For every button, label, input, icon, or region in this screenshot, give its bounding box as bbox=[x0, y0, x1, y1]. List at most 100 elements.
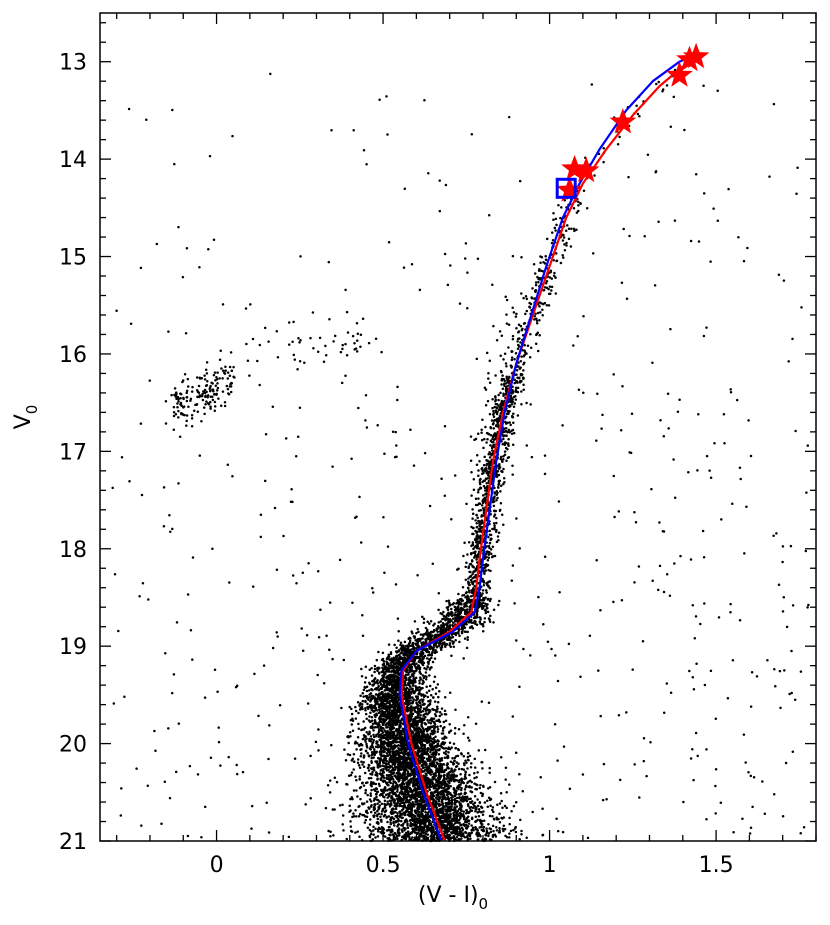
star-point bbox=[413, 690, 417, 694]
star-point bbox=[350, 759, 354, 762]
star-point bbox=[477, 807, 481, 811]
star-point bbox=[357, 814, 361, 818]
star-point bbox=[444, 752, 447, 756]
star-point bbox=[352, 753, 356, 756]
star-point bbox=[435, 758, 439, 761]
star-point bbox=[413, 737, 417, 741]
star-point bbox=[449, 784, 452, 788]
star-point bbox=[457, 818, 461, 822]
star-point bbox=[457, 780, 461, 784]
star-point bbox=[448, 819, 451, 822]
star-point bbox=[352, 789, 356, 792]
star-point bbox=[469, 809, 473, 812]
star-point bbox=[426, 833, 430, 836]
star-point bbox=[498, 802, 502, 805]
star-point bbox=[388, 799, 392, 803]
star-point bbox=[397, 780, 400, 783]
star-point bbox=[370, 788, 373, 792]
star-point bbox=[394, 810, 397, 814]
star-point bbox=[370, 780, 373, 784]
star-point bbox=[476, 829, 480, 832]
star-point bbox=[470, 817, 474, 821]
star-point bbox=[489, 804, 492, 808]
star-point bbox=[475, 775, 478, 779]
star-point bbox=[425, 727, 428, 731]
star-point bbox=[370, 756, 373, 760]
star-point bbox=[359, 748, 362, 752]
star-point bbox=[349, 734, 352, 738]
star-point bbox=[437, 753, 441, 756]
star-point bbox=[398, 763, 401, 767]
star-point bbox=[433, 790, 436, 794]
star-point bbox=[396, 682, 399, 686]
star-point bbox=[469, 837, 472, 841]
star-point bbox=[375, 787, 379, 791]
star-point bbox=[431, 717, 435, 720]
star-point bbox=[503, 827, 507, 831]
star-point bbox=[393, 768, 397, 771]
star-point bbox=[392, 706, 396, 710]
star-point bbox=[379, 752, 382, 756]
star-point bbox=[393, 774, 396, 778]
star-point bbox=[379, 686, 383, 690]
star-point bbox=[460, 809, 463, 813]
star-point bbox=[389, 811, 393, 815]
star-point bbox=[422, 695, 426, 699]
star-point bbox=[443, 725, 446, 729]
star-point bbox=[425, 691, 429, 694]
star-point bbox=[406, 826, 410, 829]
star-point bbox=[451, 761, 455, 765]
star-point bbox=[440, 713, 443, 716]
star-point bbox=[384, 810, 387, 813]
star-point bbox=[399, 721, 402, 725]
star-point bbox=[378, 692, 382, 695]
star-point bbox=[404, 697, 407, 701]
star-point bbox=[401, 767, 405, 771]
star-point bbox=[434, 709, 438, 712]
star-point bbox=[467, 831, 471, 835]
star-point bbox=[379, 818, 383, 822]
star-point bbox=[453, 794, 457, 798]
star-point bbox=[402, 807, 405, 811]
star-point bbox=[352, 812, 355, 815]
star-point bbox=[391, 731, 395, 734]
star-point bbox=[488, 838, 492, 841]
star-point bbox=[434, 725, 437, 728]
star-point bbox=[386, 783, 390, 787]
star-point bbox=[358, 766, 362, 769]
star-point bbox=[343, 748, 346, 751]
star-point bbox=[388, 752, 392, 756]
star-point bbox=[501, 806, 504, 810]
star-point bbox=[392, 798, 396, 801]
star-point bbox=[374, 789, 377, 793]
star-point bbox=[354, 705, 357, 709]
star-point bbox=[467, 811, 470, 815]
star-point bbox=[510, 809, 513, 813]
star-point bbox=[401, 772, 405, 775]
star-point bbox=[398, 740, 401, 744]
star-point bbox=[391, 762, 395, 766]
star-point bbox=[385, 769, 389, 772]
star-point bbox=[418, 837, 421, 841]
star-point bbox=[386, 800, 389, 803]
star-point bbox=[456, 810, 460, 813]
star-point bbox=[341, 823, 344, 826]
star-point bbox=[370, 716, 374, 719]
star-point bbox=[392, 701, 396, 705]
star-point bbox=[399, 737, 403, 741]
star-point bbox=[479, 821, 483, 825]
star-point bbox=[482, 810, 485, 813]
star-point bbox=[394, 672, 398, 675]
star-point bbox=[376, 822, 380, 826]
star-point bbox=[416, 697, 420, 700]
star-point bbox=[396, 670, 400, 674]
star-point bbox=[498, 826, 501, 830]
star-point bbox=[377, 672, 381, 675]
star-point bbox=[479, 805, 483, 808]
star-point bbox=[385, 702, 388, 705]
star-point bbox=[473, 766, 477, 769]
star-point bbox=[463, 820, 467, 824]
star-point bbox=[409, 719, 412, 723]
star-point bbox=[366, 702, 369, 706]
star-point bbox=[433, 836, 436, 839]
